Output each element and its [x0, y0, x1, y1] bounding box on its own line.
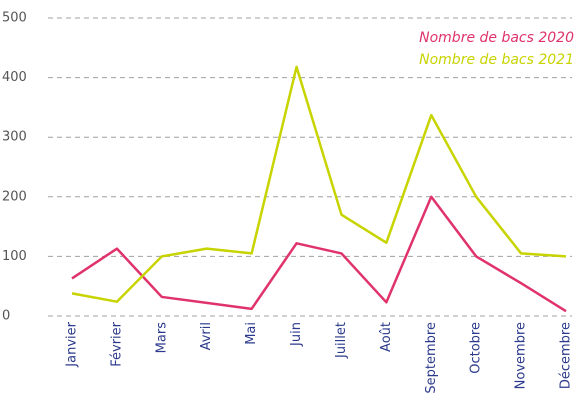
y-tick-label: 100 [2, 249, 27, 264]
legend-entry: Nombre de bacs 2021 [419, 52, 574, 68]
x-tick-label: Août [379, 322, 394, 352]
y-tick-label: 200 [2, 189, 27, 204]
x-tick-label: Février [109, 321, 124, 366]
x-tick-label: Novembre [514, 322, 529, 389]
y-tick-label: 0 [2, 309, 10, 324]
y-tick-label: 500 [2, 11, 27, 26]
y-tick-label: 400 [2, 70, 27, 85]
y-tick-label: 300 [2, 130, 27, 145]
legend-entry: Nombre de bacs 2020 [419, 30, 574, 46]
x-tick-label: Juin [289, 322, 304, 347]
series-line [71, 65, 567, 303]
x-tick-label: Mai [244, 322, 259, 345]
x-tick-label: Juillet [334, 322, 349, 359]
x-tick-label: Janvier [65, 321, 80, 367]
series-line [71, 195, 567, 313]
x-tick-label: Mars [154, 322, 169, 354]
x-tick-label: Octobre [469, 322, 484, 374]
x-tick-label: Décembre [559, 322, 574, 389]
x-tick-label: Septembre [424, 322, 439, 394]
x-tick-label: Avril [199, 322, 214, 350]
